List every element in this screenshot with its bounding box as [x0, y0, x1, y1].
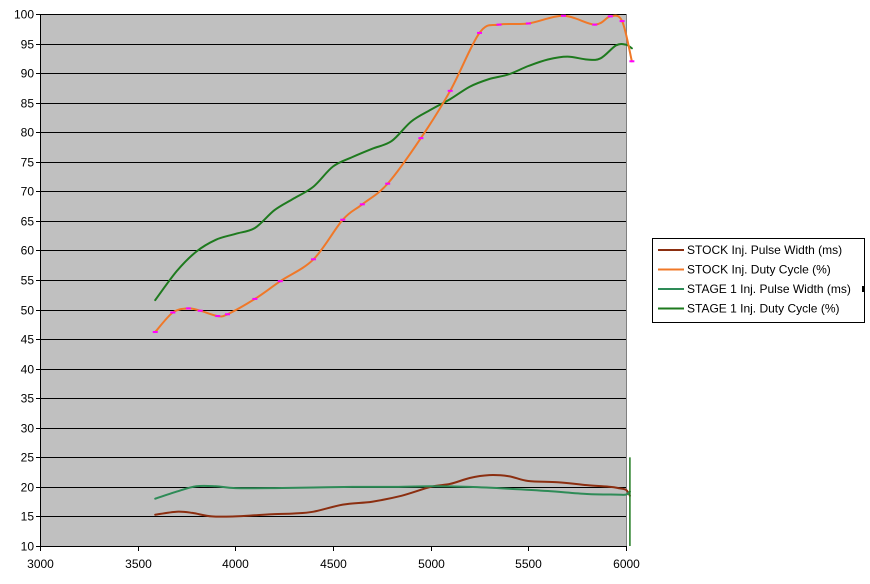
legend-handle-icon: [862, 286, 865, 292]
y-tick-label: 70: [21, 185, 35, 199]
data-point-marker: [607, 15, 613, 18]
data-point-marker: [310, 258, 316, 261]
data-point-marker: [225, 313, 231, 316]
data-point-marker: [629, 60, 635, 63]
y-tick-label: 65: [21, 215, 35, 229]
y-tick-label: 100: [14, 8, 34, 22]
legend-label: STAGE 1 Inj. Pulse Width (ms): [687, 282, 851, 296]
series-line-1: [154, 14, 633, 333]
legend-box: [652, 238, 865, 323]
x-tick-label: 6000: [613, 557, 640, 571]
data-point-marker: [385, 182, 391, 185]
data-point-marker: [152, 331, 158, 334]
y-tick-label: 45: [21, 333, 35, 347]
data-point-marker: [496, 23, 502, 26]
data-point-marker: [197, 309, 203, 312]
y-tick-label: 95: [21, 38, 35, 52]
series-line-3: [154, 42, 633, 302]
x-tick-label: 3500: [125, 557, 152, 571]
y-tick-label: 75: [21, 156, 35, 170]
data-point-marker: [477, 31, 482, 34]
data-point-marker: [447, 89, 453, 92]
data-point-marker: [170, 311, 176, 314]
data-point-marker: [525, 22, 531, 25]
x-tick-label: 5500: [515, 557, 542, 571]
y-tick-label: 20: [21, 481, 35, 495]
data-point-marker: [340, 218, 346, 221]
legend-label: STAGE 1 Inj. Duty Cycle (%): [687, 302, 839, 316]
y-tick-label: 55: [21, 274, 35, 288]
y-tick-label: 30: [21, 422, 35, 436]
legend: STOCK Inj. Pulse Width (ms) STOCK Inj. Du…: [652, 238, 865, 323]
x-tick-label: 3000: [27, 557, 54, 571]
y-tick-label: 85: [21, 97, 35, 111]
data-point-marker: [185, 307, 191, 310]
data-point-marker: [592, 23, 598, 26]
plot-area: [40, 14, 626, 547]
data-point-marker: [418, 137, 424, 140]
y-tick-label: 50: [21, 304, 35, 318]
y-tick-label: 60: [21, 244, 35, 258]
x-tick-label: 4500: [320, 557, 347, 571]
legend-label: STOCK Inj. Duty Cycle (%): [687, 263, 831, 277]
y-tick-label: 40: [21, 363, 35, 377]
series-line-0: [154, 474, 631, 518]
y-tick-label: 35: [21, 392, 35, 406]
y-tick-label: 10: [21, 540, 35, 554]
data-point-marker: [619, 20, 625, 23]
y-tick-label: 15: [21, 510, 35, 524]
series-lines: [152, 14, 635, 546]
y-tick-label: 25: [21, 451, 35, 465]
data-point-marker: [359, 203, 365, 206]
series-line-2: [154, 484, 631, 500]
y-tick-label: 90: [21, 67, 35, 81]
x-tick-label: 4000: [222, 557, 249, 571]
legend-label: STOCK Inj. Pulse Width (ms): [687, 243, 842, 257]
data-point-marker: [277, 280, 283, 283]
axes: 10 15 20 25 30 35 40 45 50 55 60 65 70 75 80 85 90 95 100 3…: [14, 8, 640, 572]
y-tick-label: 80: [21, 126, 35, 140]
data-point-marker: [252, 297, 258, 300]
x-tick-label: 5000: [418, 557, 445, 571]
data-point-marker: [215, 315, 221, 318]
data-point-marker: [560, 14, 566, 17]
